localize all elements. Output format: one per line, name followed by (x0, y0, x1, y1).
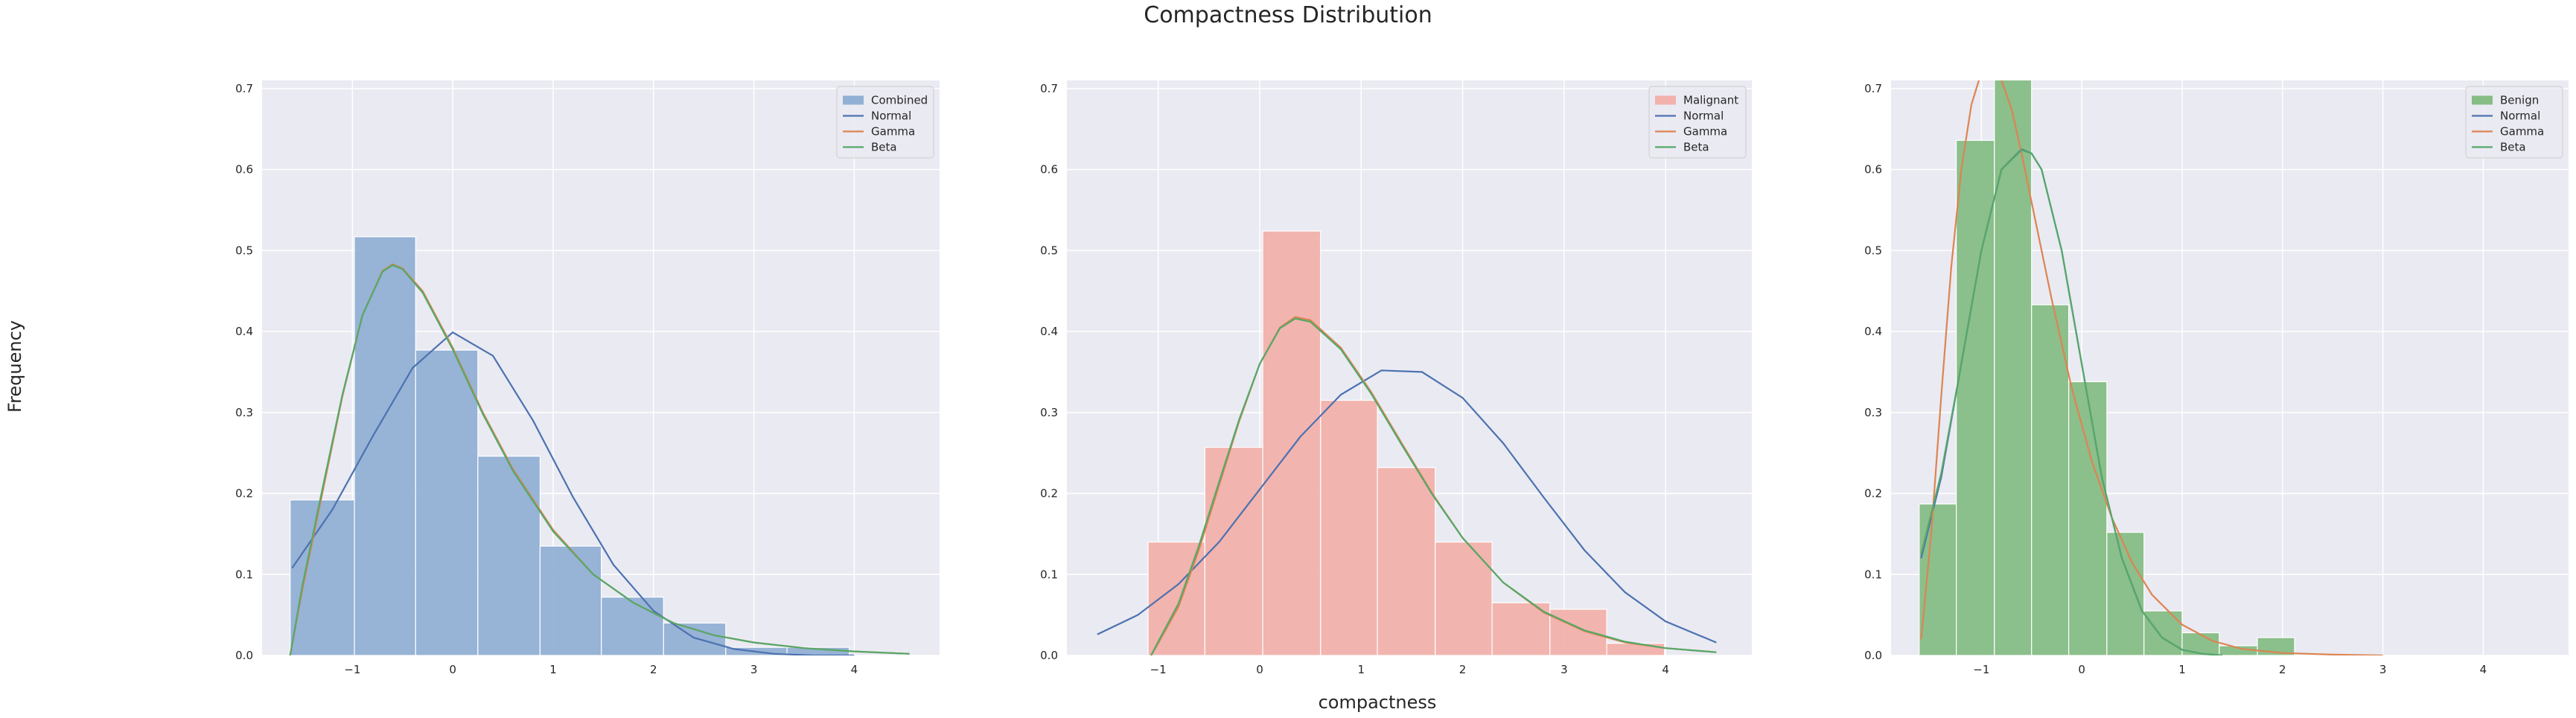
y-tick-label: 0.0 (1864, 649, 1882, 662)
fit-line-gamma (1920, 80, 2383, 655)
histogram-bar (1491, 602, 1551, 655)
fit-line-beta (1150, 317, 1717, 655)
y-tick-label: 0.6 (235, 163, 253, 177)
x-tick-label: 1 (1357, 663, 1365, 676)
fit-line-normal (1097, 369, 1717, 644)
histogram-bar (1204, 446, 1263, 655)
figure-xlabel: compactness (1319, 692, 1437, 713)
histogram-bar (1549, 609, 1607, 655)
y-tick-label: 0.4 (235, 325, 253, 338)
histogram-bar (1919, 503, 1957, 655)
x-tick-label: 2 (650, 663, 657, 676)
histogram-bar (2068, 381, 2108, 655)
histogram-bar (415, 349, 479, 655)
legend-label: Benign (2500, 94, 2539, 107)
panel-benign: 0.0 0.1 0.2 0.3 0.4 0.5 0.6 0.7 −1 0 1 2 3 4 Benign Nor… (1864, 80, 2569, 676)
x-tick-label: 4 (851, 663, 858, 676)
y-tick-label: 0.3 (1040, 406, 1058, 419)
panel-malignant: 0.0 0.1 0.2 0.3 0.4 0.5 0.6 0.7 −1 0 1 2 3 4 Malignant… (1040, 80, 1752, 676)
histogram-bar (2143, 610, 2183, 655)
figure-ylabel: Frequency (4, 320, 25, 413)
y-tick-label: 0.3 (235, 406, 253, 419)
histogram-bar (1377, 467, 1436, 655)
legend-swatch (2472, 95, 2493, 105)
histogram-bar (1262, 230, 1322, 655)
histogram-bar (1994, 80, 2033, 655)
fit-line-beta (1920, 149, 2222, 655)
fit-line-beta (289, 264, 910, 655)
legend-label: Malignant (1683, 94, 1738, 107)
y-tick-label: 0.1 (1040, 568, 1058, 581)
y-tick-label: 0.3 (1864, 406, 1882, 419)
plot-area (289, 236, 910, 655)
legend-label: Gamma (871, 125, 915, 139)
panel-combined: 0.0 0.1 0.2 0.3 0.4 0.5 0.6 0.7 −1 0 1 2 3 4 Combined N… (235, 80, 940, 676)
x-tick-label: 2 (1459, 663, 1467, 676)
fit-line-normal (291, 331, 855, 655)
legend-swatch (843, 95, 864, 105)
legend-label: Beta (1683, 141, 1709, 154)
y-tick-label: 0.5 (1864, 244, 1882, 257)
figure-title: Compactness Distribution (1144, 2, 1432, 28)
histogram-bar (601, 597, 664, 655)
histogram-bar (1606, 643, 1665, 655)
x-tick-label: 4 (1662, 663, 1669, 676)
y-tick-label: 0.1 (235, 568, 253, 581)
legend-label: Gamma (2500, 125, 2544, 139)
x-tick-label: 1 (549, 663, 557, 676)
x-tick-label: −1 (1973, 663, 1989, 676)
legend-label: Normal (871, 109, 911, 123)
y-tick-label: 0.7 (235, 82, 253, 95)
legend-label: Normal (1683, 109, 1724, 123)
x-tick-label: 3 (750, 663, 758, 676)
plot-area (1097, 230, 1717, 655)
x-tick-label: −1 (344, 663, 360, 676)
legend-label: Gamma (1683, 125, 1727, 139)
y-tick-label: 0.5 (1040, 244, 1058, 257)
histogram-bar (2181, 632, 2220, 655)
histogram-bar (2106, 532, 2145, 655)
y-tick-label: 0.5 (235, 244, 253, 257)
x-tick-label: 0 (2078, 663, 2085, 676)
y-tick-label: 0.0 (1040, 649, 1058, 662)
legend-label: Beta (2500, 141, 2526, 154)
x-tick-label: −1 (1150, 663, 1167, 676)
y-tick-label: 0.2 (1040, 487, 1058, 501)
x-tick-label: 0 (449, 663, 456, 676)
legend-label: Beta (871, 141, 897, 154)
x-tick-label: 1 (2178, 663, 2186, 676)
legend-swatch (1655, 95, 1676, 105)
y-tick-label: 0.1 (1864, 568, 1882, 581)
y-tick-label: 0.4 (1864, 325, 1882, 338)
histogram-bar (354, 236, 416, 655)
histogram-bar (1320, 399, 1378, 655)
x-tick-label: 0 (1256, 663, 1263, 676)
y-tick-label: 0.7 (1040, 82, 1058, 95)
histogram-bar (1435, 541, 1493, 655)
plot-area (1919, 80, 2383, 655)
legend-label: Combined (871, 94, 928, 107)
y-tick-label: 0.4 (1040, 325, 1058, 338)
histogram-bar (477, 455, 541, 655)
y-tick-label: 0.2 (235, 487, 253, 501)
x-tick-label: 2 (2279, 663, 2286, 676)
x-tick-label: 4 (2480, 663, 2487, 676)
histogram-bar (290, 499, 355, 655)
y-tick-label: 0.6 (1864, 163, 1882, 177)
y-tick-label: 0.7 (1864, 82, 1882, 95)
x-tick-label: 3 (2379, 663, 2387, 676)
histogram-bar (2031, 304, 2070, 655)
y-tick-label: 0.2 (1864, 487, 1882, 501)
legend-label: Normal (2500, 109, 2540, 123)
x-tick-label: 3 (1560, 663, 1568, 676)
y-tick-label: 0.6 (1040, 163, 1058, 177)
y-tick-label: 0.0 (235, 649, 253, 662)
histogram-bar (539, 545, 602, 655)
histogram-bar (663, 622, 727, 655)
